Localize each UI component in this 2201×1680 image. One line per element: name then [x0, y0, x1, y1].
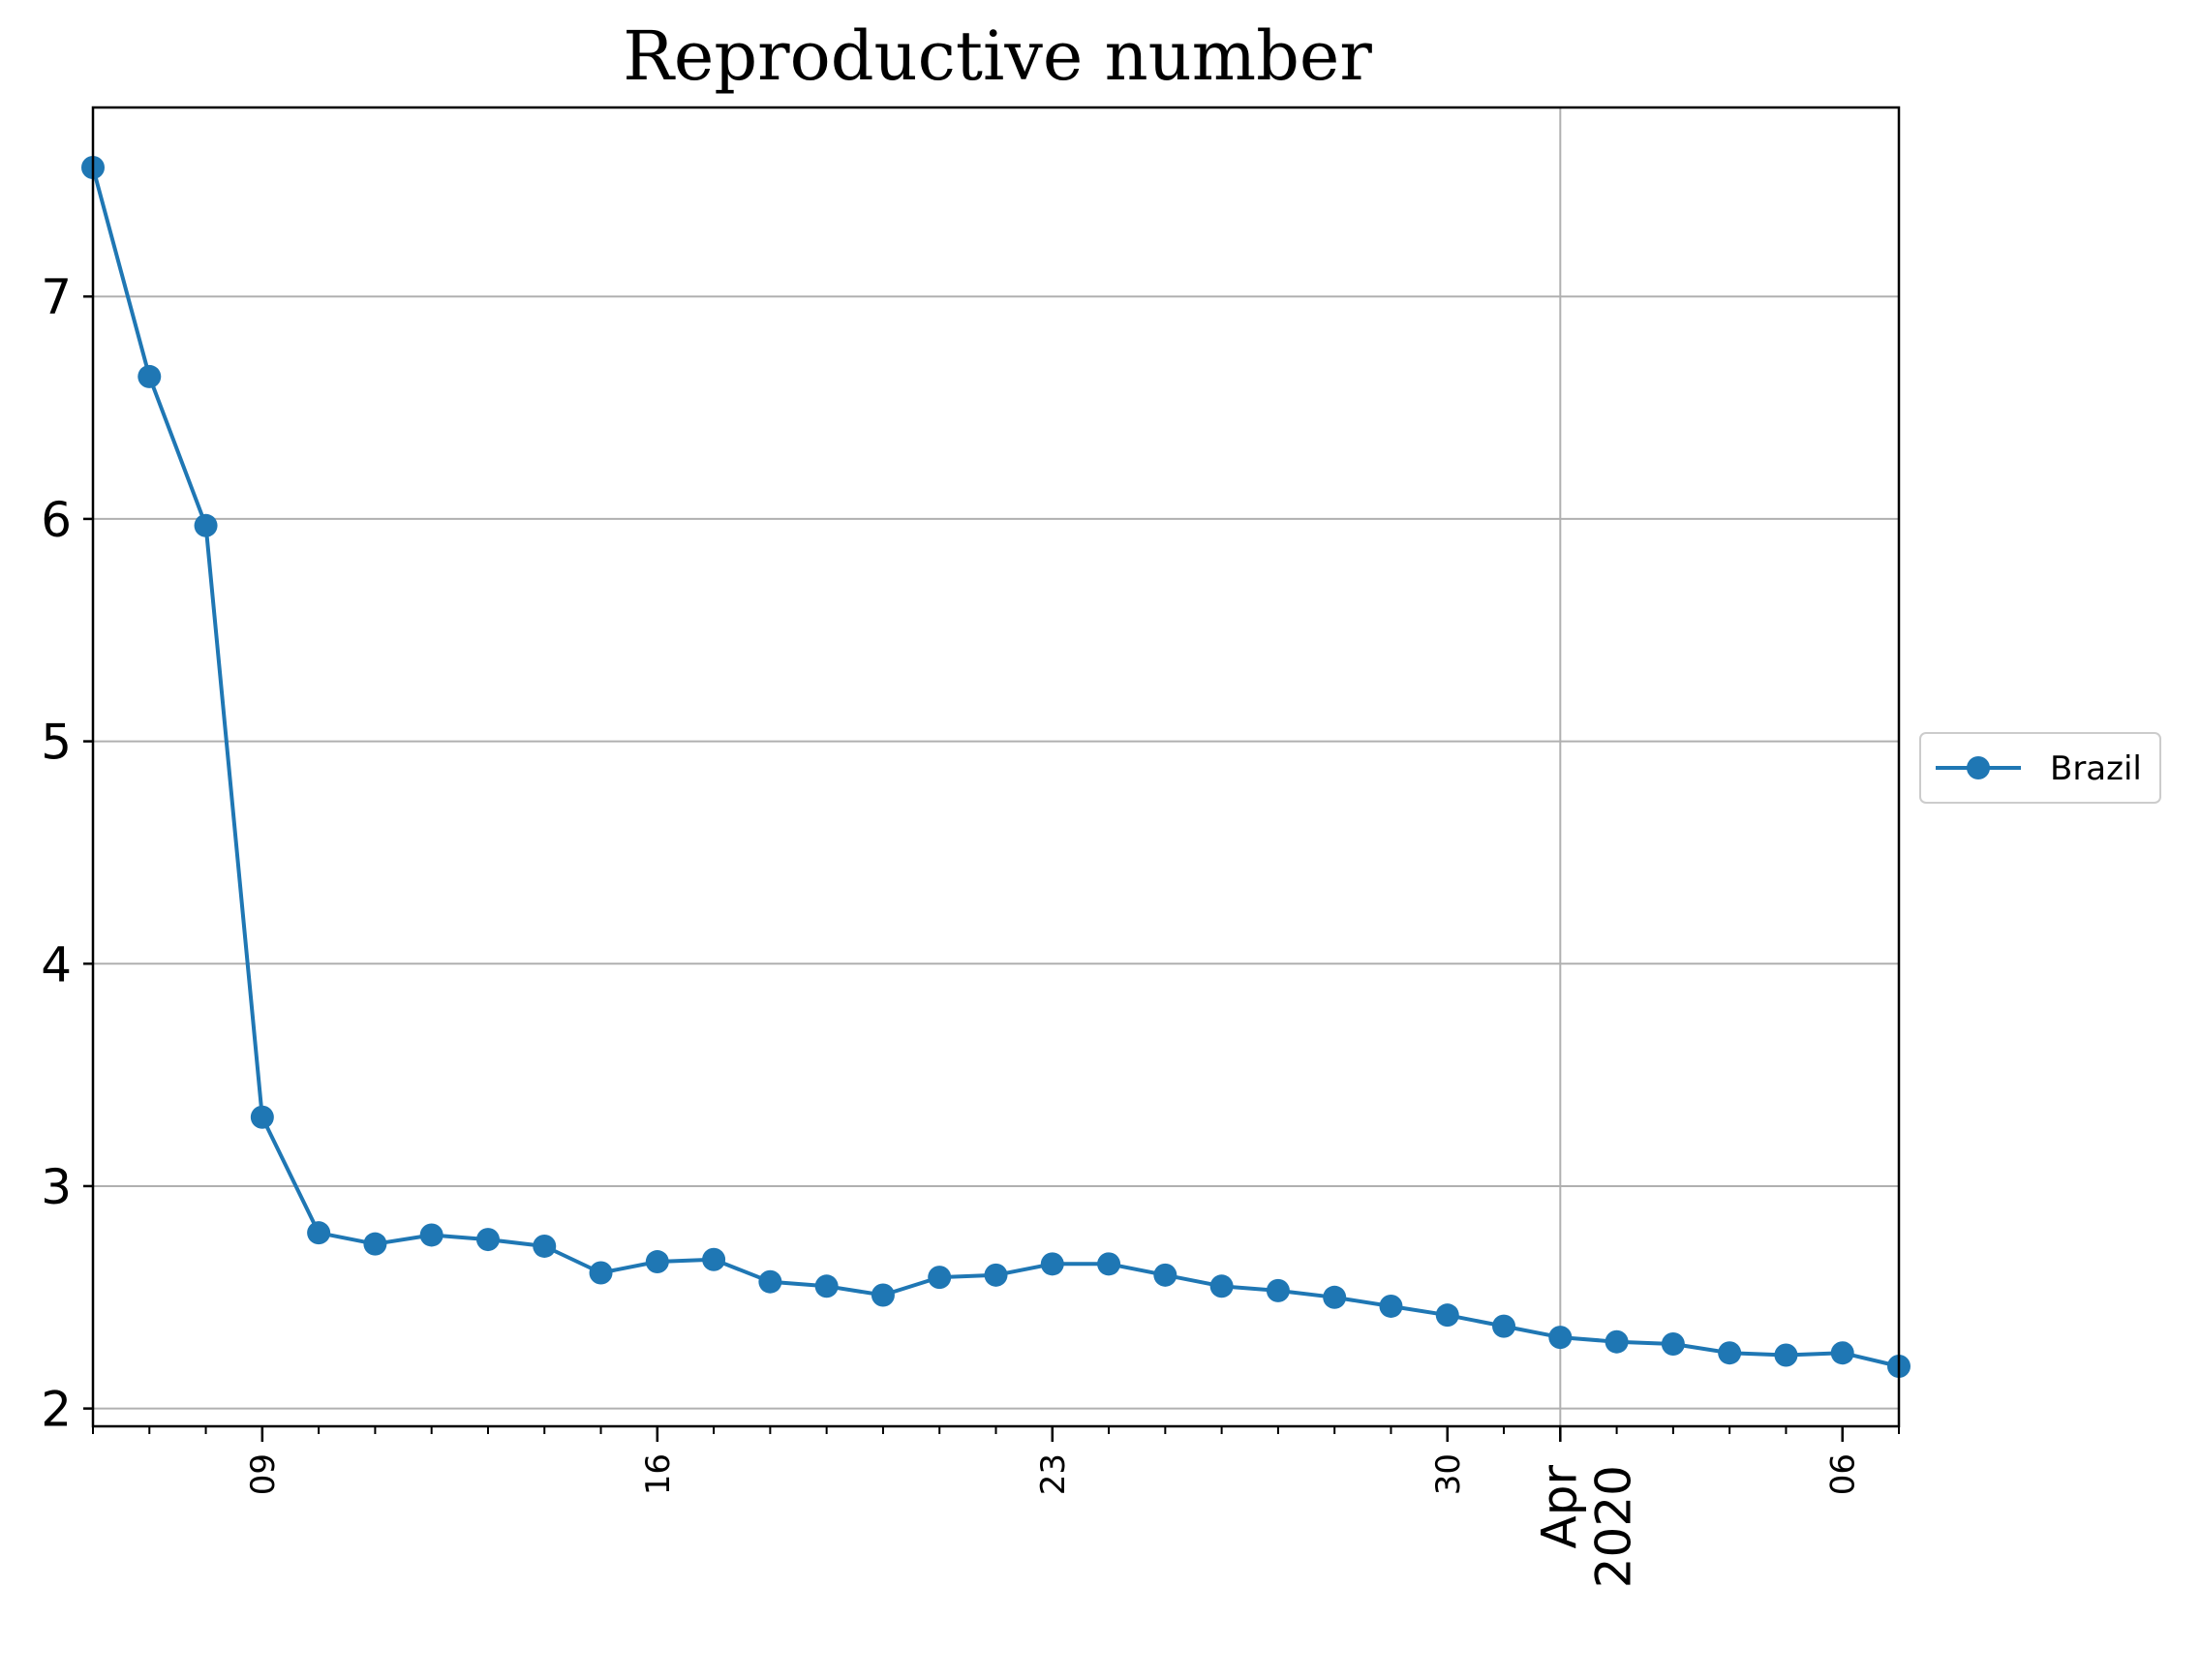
y-tick-label: 4: [41, 936, 72, 993]
y-tick-label: 6: [41, 492, 72, 548]
data-point: [533, 1234, 557, 1258]
x-major-label: 2020: [1585, 1465, 1641, 1588]
x-tick-label: 23: [1034, 1453, 1073, 1495]
y-axis: 2 3 4 5 6 7: [41, 269, 93, 1438]
data-point: [589, 1261, 613, 1285]
data-point: [871, 1283, 895, 1307]
data-point: [1718, 1341, 1742, 1365]
data-point: [1605, 1329, 1629, 1354]
y-tick-label: 7: [41, 269, 72, 325]
data-point: [1209, 1274, 1234, 1298]
data-point: [1097, 1252, 1121, 1276]
y-tick-label: 2: [41, 1382, 72, 1438]
data-point: [1830, 1341, 1854, 1365]
x-tick-label: 06: [1824, 1453, 1863, 1495]
data-point: [1661, 1332, 1685, 1357]
data-point: [645, 1250, 669, 1274]
grid-lines: [93, 107, 1899, 1426]
data-point: [419, 1223, 443, 1247]
data-point: [1266, 1278, 1290, 1302]
chart-title: Reproductive number: [623, 16, 1372, 96]
data-point: [1040, 1252, 1064, 1276]
data-point: [1379, 1294, 1403, 1318]
data-point: [814, 1274, 839, 1298]
data-point: [1492, 1314, 1516, 1338]
data-point: [1323, 1285, 1347, 1309]
data-point: [928, 1266, 952, 1290]
y-tick-label: 3: [41, 1159, 72, 1215]
data-point: [1548, 1326, 1573, 1350]
x-tick-label: 09: [244, 1453, 283, 1495]
legend-label-brazil: Brazil: [2050, 749, 2142, 788]
data-point: [363, 1232, 387, 1256]
legend-marker-brazil: [1967, 756, 1990, 779]
data-point: [1774, 1343, 1798, 1367]
x-tick-label: 16: [639, 1453, 678, 1495]
data-point: [1153, 1263, 1177, 1287]
data-point: [194, 513, 218, 537]
data-point: [1435, 1303, 1459, 1328]
data-point: [307, 1221, 331, 1245]
data-point: [250, 1105, 274, 1129]
data-point: [138, 364, 162, 388]
series-layer: [81, 156, 1911, 1378]
data-point: [475, 1228, 500, 1252]
x-tick-label: 30: [1429, 1453, 1468, 1495]
legend-box: [1919, 732, 2161, 804]
y-tick-label: 5: [41, 715, 72, 771]
x-major-label: Apr: [1531, 1465, 1587, 1549]
data-point: [702, 1247, 726, 1271]
legend: Brazil: [1919, 732, 2161, 804]
data-point: [984, 1263, 1008, 1287]
data-point: [758, 1269, 782, 1294]
